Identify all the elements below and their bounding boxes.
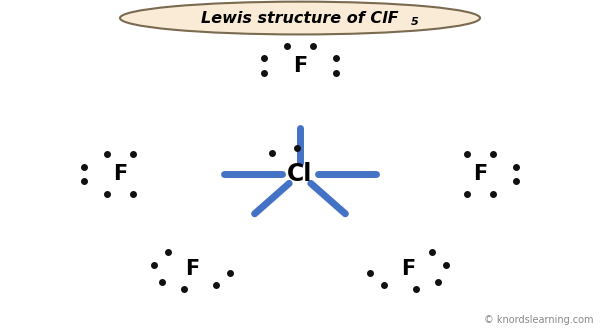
- Text: F: F: [293, 56, 307, 75]
- Text: 5: 5: [411, 17, 419, 27]
- Text: Cl: Cl: [287, 162, 313, 186]
- Text: F: F: [185, 259, 199, 279]
- Text: F: F: [113, 164, 127, 184]
- Text: Lewis structure of ClF: Lewis structure of ClF: [201, 10, 399, 26]
- Ellipse shape: [120, 2, 480, 34]
- Text: © knordslearning.com: © knordslearning.com: [485, 315, 594, 325]
- Text: F: F: [473, 164, 487, 184]
- Text: F: F: [401, 259, 415, 279]
